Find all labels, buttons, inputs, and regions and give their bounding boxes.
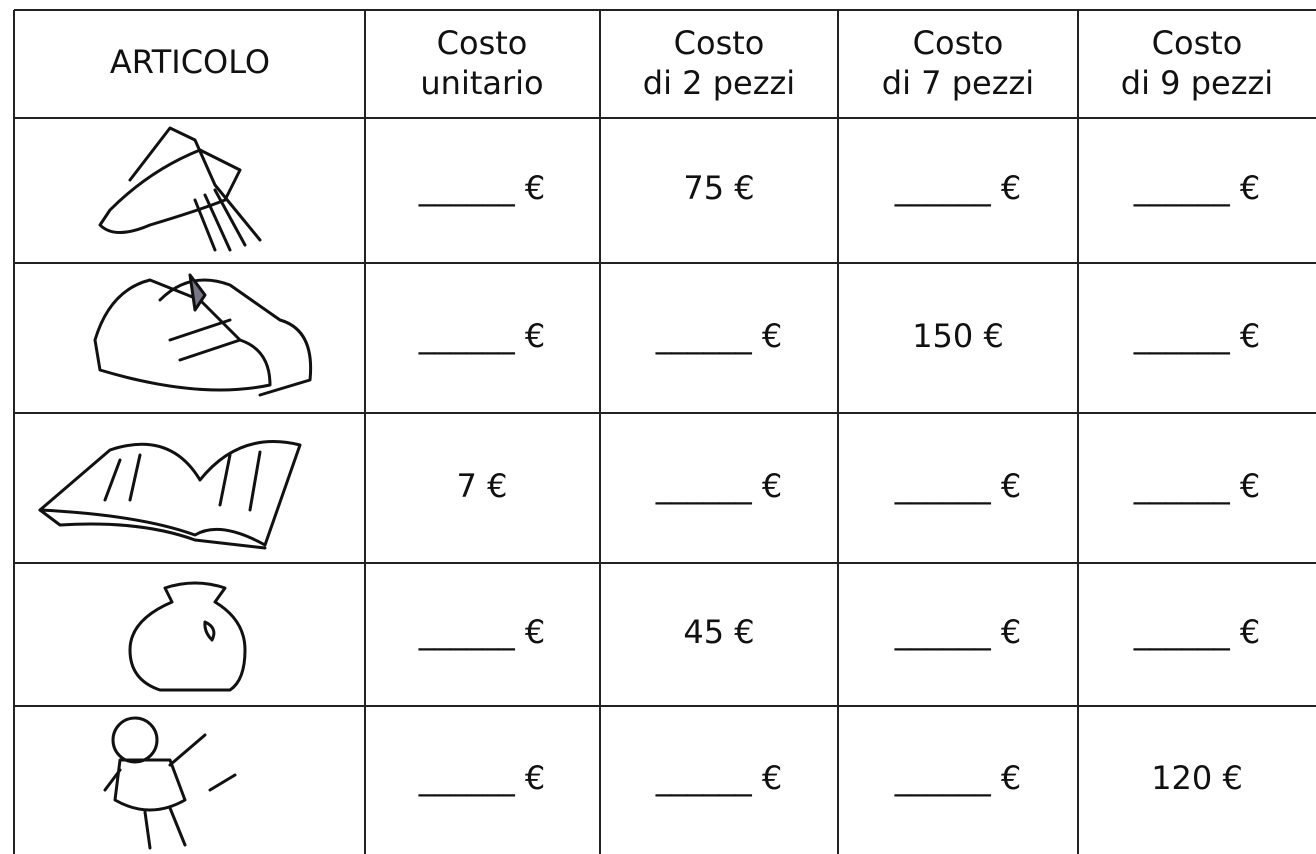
cell-text: ______ € xyxy=(1133,169,1261,207)
header-text: ARTICOLO xyxy=(110,43,270,81)
cell-text: ______ € xyxy=(418,759,546,797)
cell-text: ______ € xyxy=(894,467,1022,505)
cell-text: ______ € xyxy=(894,169,1022,207)
header-text: di 9 pezzi xyxy=(1121,64,1273,102)
cell-text: ______ € xyxy=(655,467,783,505)
shoes-icon xyxy=(93,273,313,397)
header-text: di 2 pezzi xyxy=(643,64,795,102)
table-grid xyxy=(13,9,1316,854)
header-text: Costo xyxy=(913,24,1004,62)
header-text: di 7 pezzi xyxy=(882,64,1034,102)
cell-text: ______ € xyxy=(418,169,546,207)
vase-icon xyxy=(128,581,247,692)
cell-text: ______ € xyxy=(418,317,546,355)
cell-text: 45 € xyxy=(683,613,754,651)
cell-text: ______ € xyxy=(894,759,1022,797)
header-text: Costo xyxy=(674,24,765,62)
header-text: Costo xyxy=(437,24,528,62)
cell-text: 7 € xyxy=(457,467,508,505)
gloves-icon xyxy=(98,126,262,252)
cell-text: ______ € xyxy=(1133,317,1261,355)
header-text: unitario xyxy=(420,64,543,102)
cell-text: ______ € xyxy=(655,759,783,797)
cell-text: ______ € xyxy=(1133,467,1261,505)
cell-text: 150 € xyxy=(912,317,1004,355)
cell-text: 120 € xyxy=(1151,759,1243,797)
book-icon xyxy=(38,440,302,550)
cell-text: ______ € xyxy=(418,613,546,651)
header-text: Costo xyxy=(1152,24,1243,62)
cell-text: ______ € xyxy=(1133,613,1261,651)
cell-text: ______ € xyxy=(894,613,1022,651)
doll-icon xyxy=(103,716,237,850)
cell-text: 75 € xyxy=(683,169,754,207)
cell-text: ______ € xyxy=(655,317,783,355)
